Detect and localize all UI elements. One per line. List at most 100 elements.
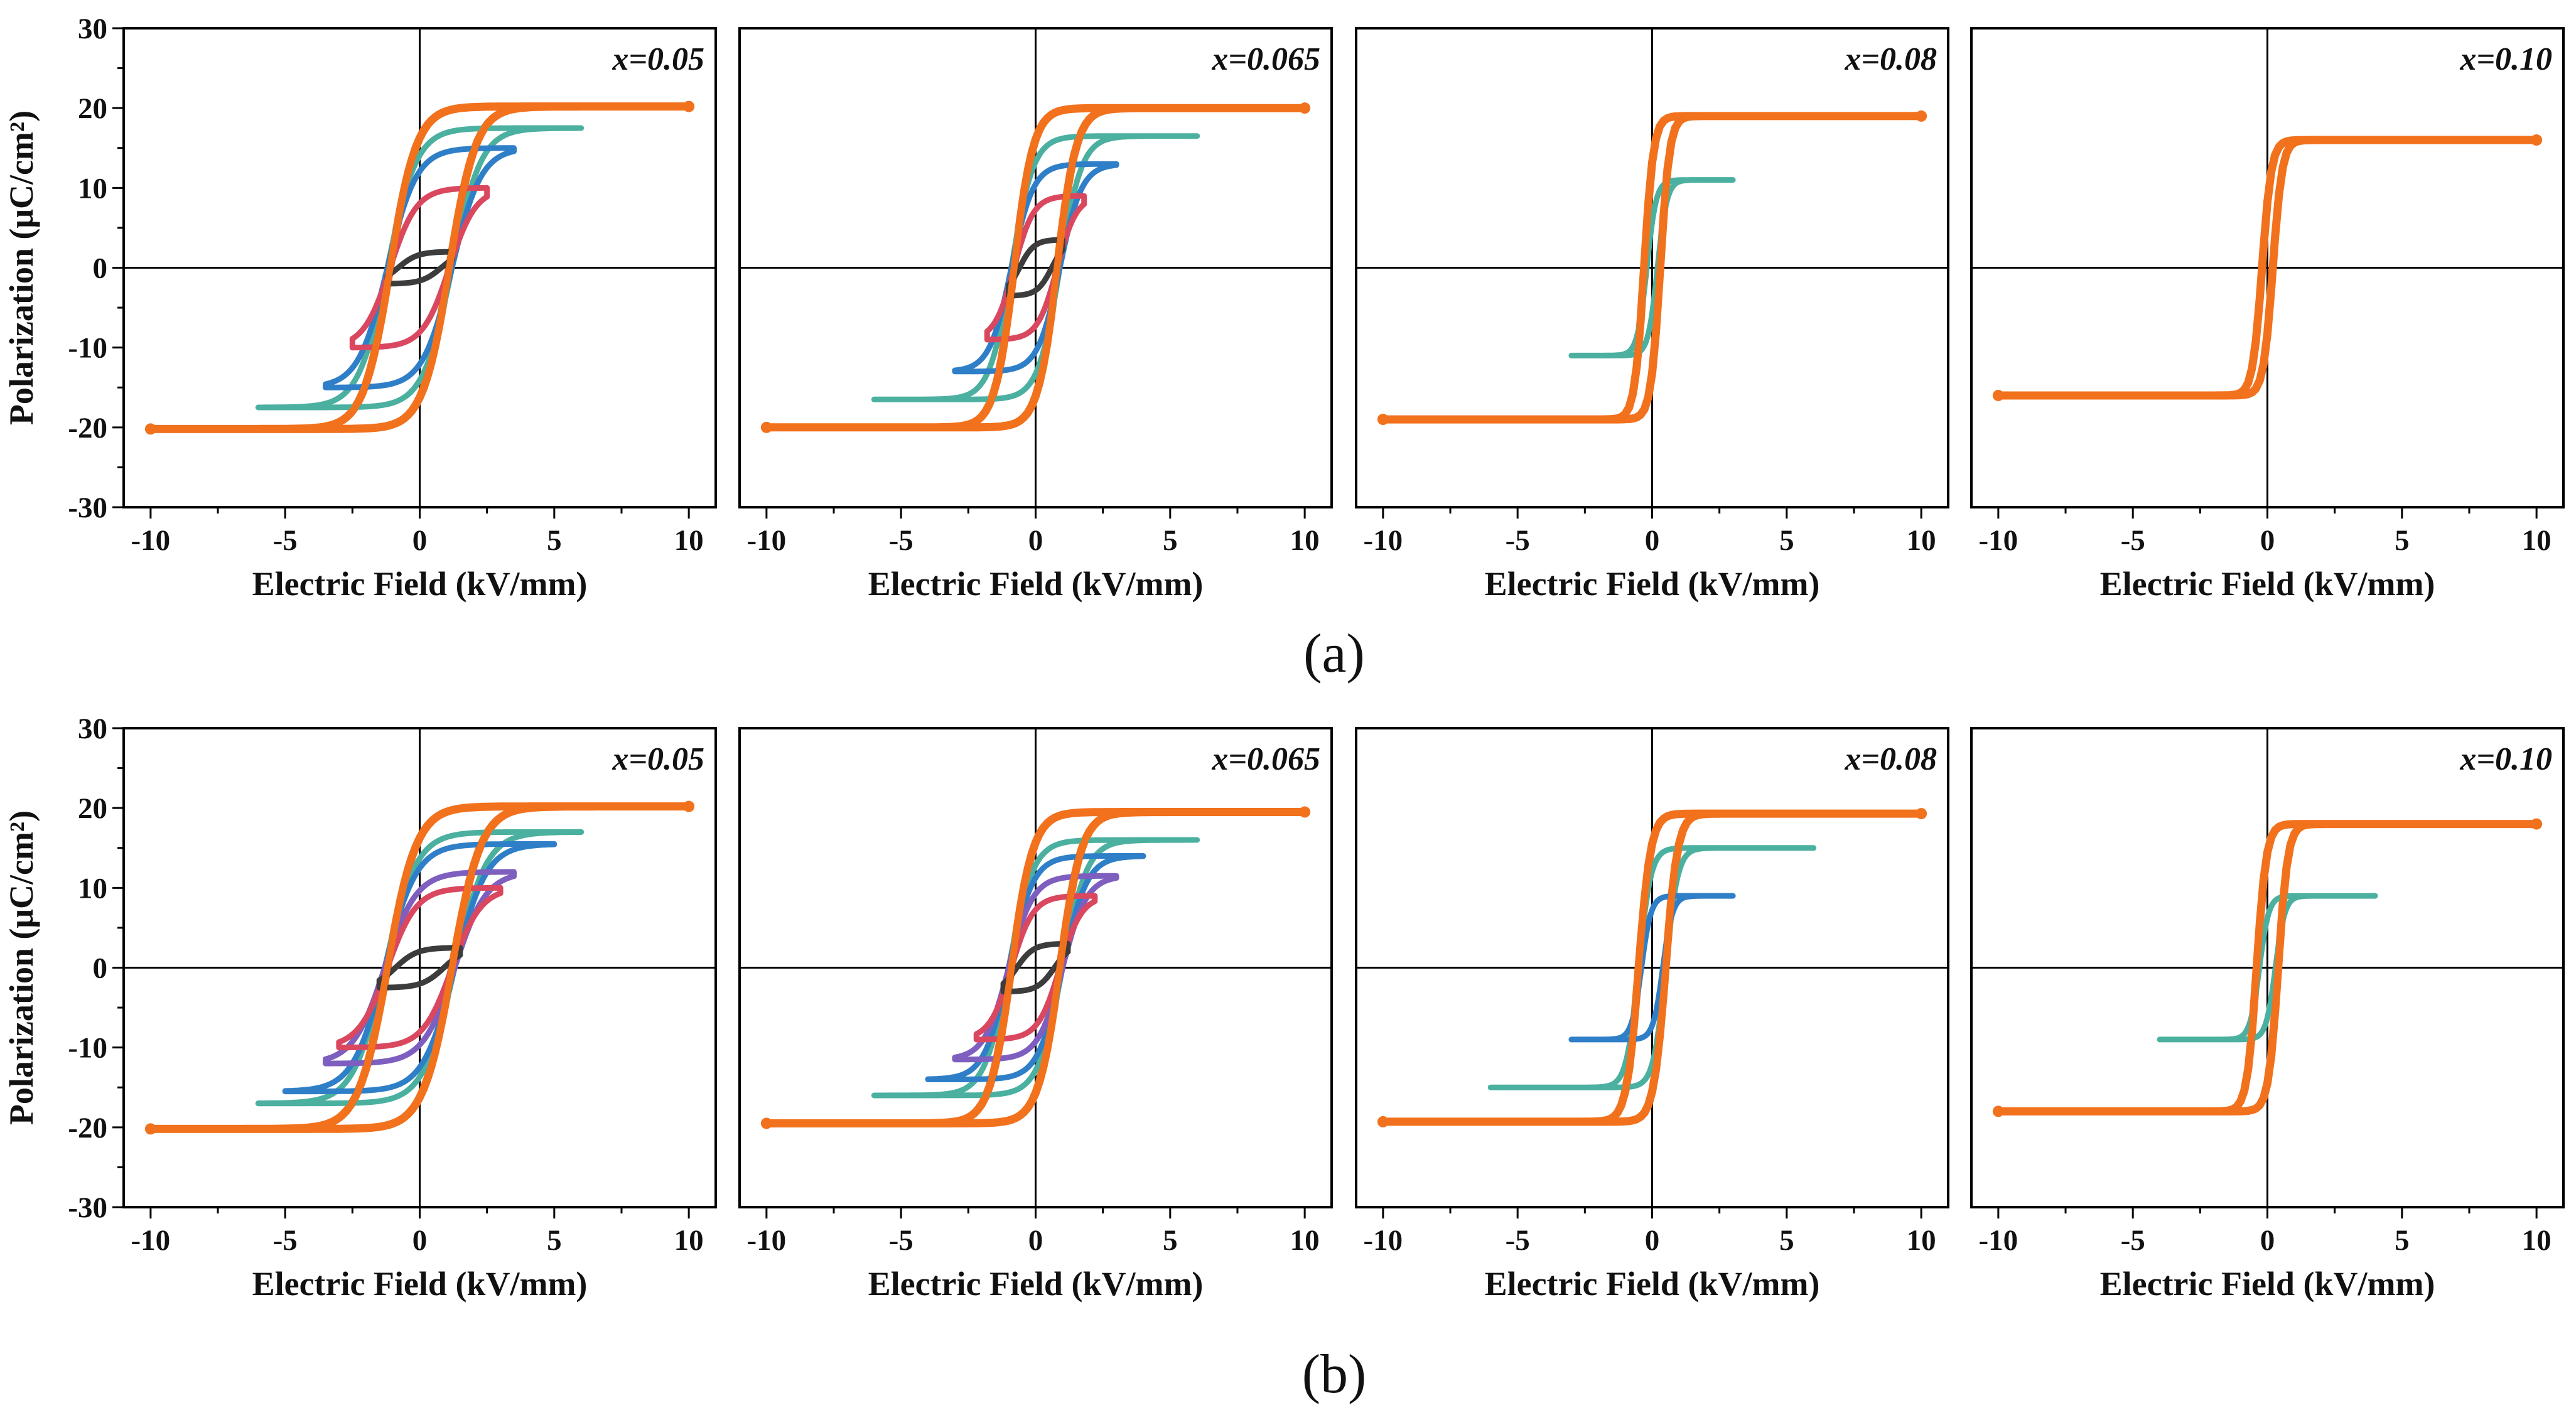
x-tick-label: 5 — [1779, 524, 1794, 557]
pe-panel-r1c2: -10 -5 0 5 10 Electric Field (kV/mm) x=0.08 — [1355, 727, 1949, 1303]
composition-annotation: x=0.05 — [612, 41, 704, 77]
loop-end-marker — [683, 800, 695, 812]
loop-end-marker — [1377, 1116, 1389, 1127]
x-tick-label: 5 — [2395, 1224, 2410, 1257]
y-axis-label: Polarization (μC/cm²) — [3, 110, 40, 425]
x-tick-label: 10 — [2522, 524, 2552, 557]
pe-panel-r0c1: -10 -5 0 5 10 Electric Field (kV/mm) x=0.065 — [738, 27, 1333, 603]
pe-panel-r1c3: -10 -5 0 5 10 Electric Field (kV/mm) x=0.10 — [1970, 727, 2565, 1303]
x-tick-label: 0 — [2260, 1224, 2275, 1257]
plots-layer: -10 -5 0 5 10 -30 -20 -10 0 10 20 30 Polarization (μ… — [3, 13, 2565, 1303]
hysteresis-loop-loop-1 — [2157, 893, 2378, 1043]
pe-panel-r0c0: -10 -5 0 5 10 -30 -20 -10 0 10 20 30 Polarization (μ… — [3, 13, 717, 603]
x-tick-label: -10 — [131, 524, 171, 557]
x-axis-label: Electric Field (kV/mm) — [252, 565, 588, 603]
x-axis-label: Electric Field (kV/mm) — [2100, 565, 2435, 603]
y-tick-label: 10 — [78, 172, 107, 205]
y-tick-label: 0 — [93, 952, 108, 985]
x-tick-label: -5 — [1506, 524, 1530, 557]
composition-annotation: x=0.08 — [1844, 741, 1937, 777]
x-tick-label: -10 — [747, 1224, 787, 1257]
pe-panel-r0c3: -10 -5 0 5 10 Electric Field (kV/mm) x=0.10 — [1970, 27, 2565, 603]
x-tick-label: 5 — [547, 524, 562, 557]
x-tick-label: -5 — [889, 524, 913, 557]
x-tick-label: 10 — [2522, 1224, 2552, 1257]
x-tick-label: 5 — [1163, 1224, 1178, 1257]
x-tick-label: 0 — [1028, 1224, 1043, 1257]
x-tick-label: -5 — [273, 524, 298, 557]
x-tick-label: 0 — [2260, 524, 2275, 557]
y-tick-label: 30 — [78, 712, 107, 745]
hysteresis-loop-loop-4 — [282, 841, 558, 1095]
loop-end-marker — [1992, 1105, 2004, 1117]
pe-panel-r0c2: -10 -5 0 5 10 Electric Field (kV/mm) x=0.08 — [1355, 27, 1949, 603]
loop-end-marker — [2531, 818, 2543, 830]
x-tick-label: -5 — [2121, 524, 2145, 557]
composition-annotation: x=0.05 — [612, 741, 704, 777]
x-tick-label: -10 — [131, 1224, 171, 1257]
loop-end-marker — [1299, 806, 1311, 818]
x-tick-label: -5 — [273, 1224, 298, 1257]
y-tick-label: -30 — [68, 1191, 107, 1224]
hysteresis-loop-loop-1 — [1000, 940, 1071, 995]
panel-label-a: (a) — [1303, 623, 1365, 684]
x-axis-label: Electric Field (kV/mm) — [2100, 1265, 2435, 1303]
x-tick-label: 5 — [547, 1224, 562, 1257]
composition-annotation: x=0.10 — [2459, 41, 2552, 77]
x-tick-label: 10 — [1290, 524, 1320, 557]
x-axis-label: Electric Field (kV/mm) — [868, 1265, 1204, 1303]
composition-annotation: x=0.065 — [1211, 41, 1320, 77]
loop-end-marker — [144, 423, 156, 435]
loop-end-marker — [1299, 102, 1311, 114]
x-tick-label: -5 — [889, 1224, 913, 1257]
x-tick-label: 0 — [412, 524, 428, 557]
y-tick-label: -20 — [68, 412, 107, 444]
x-axis-label: Electric Field (kV/mm) — [868, 565, 1204, 603]
loop-end-marker — [1916, 110, 1927, 122]
x-tick-label: -5 — [2121, 1224, 2145, 1257]
x-tick-label: -5 — [1506, 1224, 1530, 1257]
hysteresis-loop-loop-2 — [1487, 845, 1817, 1090]
x-tick-label: -10 — [1364, 1224, 1403, 1257]
y-tick-label: 20 — [78, 92, 107, 125]
x-tick-label: 0 — [1645, 524, 1660, 557]
y-tick-label: -30 — [68, 492, 107, 524]
x-axis-label: Electric Field (kV/mm) — [252, 1265, 588, 1303]
y-tick-label: 30 — [78, 13, 107, 45]
x-tick-label: 10 — [1907, 1224, 1936, 1257]
hysteresis-loop-loop-1 — [1568, 893, 1736, 1043]
x-tick-label: -10 — [1979, 524, 2018, 557]
loop-end-marker — [760, 1117, 772, 1129]
x-tick-label: -10 — [1364, 524, 1403, 557]
composition-annotation: x=0.08 — [1844, 41, 1937, 77]
x-tick-label: 5 — [1163, 524, 1178, 557]
hysteresis-loop-loop-1 — [376, 945, 463, 991]
y-tick-label: 20 — [78, 792, 107, 825]
hysteresis-loop-loop-1 — [1568, 177, 1736, 358]
composition-annotation: x=0.10 — [2459, 741, 2552, 777]
hysteresis-loop-loop-4 — [255, 125, 585, 411]
x-tick-label: -10 — [747, 524, 787, 557]
pe-panel-r1c1: -10 -5 0 5 10 Electric Field (kV/mm) x=0.065 — [738, 727, 1333, 1303]
loop-end-marker — [1916, 808, 1927, 820]
x-tick-label: 10 — [1907, 524, 1936, 557]
y-tick-label: -20 — [68, 1112, 107, 1144]
x-tick-label: 0 — [1028, 524, 1043, 557]
x-axis-label: Electric Field (kV/mm) — [1485, 1265, 1820, 1303]
x-tick-label: 10 — [674, 524, 704, 557]
y-tick-label: 10 — [78, 872, 107, 905]
x-tick-label: 0 — [1645, 1224, 1660, 1257]
loop-end-marker — [683, 100, 695, 112]
loop-end-marker — [1377, 414, 1389, 426]
x-tick-label: 10 — [1290, 1224, 1320, 1257]
hysteresis-loop-loop-5 — [871, 837, 1200, 1099]
panel-label-b: (b) — [1302, 1344, 1367, 1405]
y-tick-label: -10 — [68, 1032, 107, 1065]
x-axis-label: Electric Field (kV/mm) — [1485, 565, 1820, 603]
x-tick-label: 10 — [674, 1224, 704, 1257]
pe-panel-r1c0: -10 -5 0 5 10 -30 -20 -10 0 10 20 30 Polarization (μ… — [3, 712, 717, 1303]
loop-end-marker — [144, 1123, 156, 1135]
x-tick-label: -10 — [1979, 1224, 2018, 1257]
loop-end-marker — [1992, 389, 2004, 401]
